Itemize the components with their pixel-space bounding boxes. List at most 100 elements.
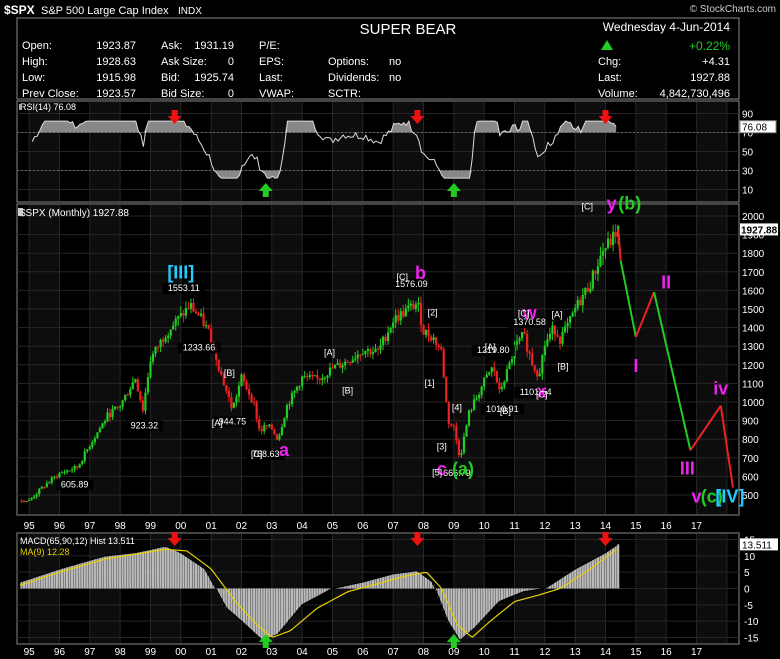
- macd-histogram-bar: [606, 550, 610, 589]
- macd-histogram-bar: [275, 588, 278, 635]
- macd-histogram-bar: [392, 573, 395, 589]
- macd-histogram-bar: [490, 588, 493, 610]
- macd-histogram-bar: [255, 588, 258, 636]
- candle-up: [290, 392, 294, 405]
- candle-up: [53, 476, 56, 478]
- macd-histogram-bar: [404, 572, 407, 589]
- candle-up: [356, 354, 359, 359]
- sub-wave-label: [B]: [224, 368, 235, 378]
- up-triangle-icon: [601, 40, 613, 50]
- quote-label: SCTR:: [328, 88, 361, 100]
- candle-up: [60, 472, 64, 474]
- candle-up: [189, 303, 193, 309]
- candle-up: [389, 327, 392, 333]
- candle-up: [146, 377, 150, 393]
- candle-down: [275, 434, 278, 440]
- candle-down: [116, 406, 119, 408]
- candle-up: [541, 355, 544, 374]
- price-extreme-bg: [125, 420, 164, 432]
- x-tick-label-bottom: 03: [266, 647, 278, 658]
- wave-label: a: [279, 440, 290, 460]
- x-tick-label: 02: [236, 521, 248, 532]
- price-extreme-label: 923.32: [131, 420, 159, 430]
- candle-down: [306, 376, 309, 378]
- candle-down: [553, 325, 557, 335]
- macd-tick-label: -10: [744, 617, 759, 628]
- macd-histogram-bar: [366, 580, 369, 589]
- macd-histogram-bar: [154, 548, 157, 589]
- macd-histogram-bar: [548, 585, 552, 589]
- macd-histogram-bar: [296, 588, 299, 611]
- candle-up: [581, 294, 584, 306]
- candle-down: [419, 302, 423, 325]
- macd-histogram-bar: [462, 588, 466, 638]
- macd-histogram-bar: [111, 555, 114, 589]
- candle-down: [255, 401, 258, 419]
- x-tick-label: 09: [448, 521, 460, 532]
- price-extreme-bg: [55, 479, 94, 491]
- macd-histogram-bar: [101, 556, 104, 589]
- candle-up: [58, 473, 61, 478]
- macd-histogram-bar: [513, 588, 516, 596]
- macd-histogram-bar: [414, 570, 418, 589]
- quote-value: 1927.88: [690, 72, 730, 84]
- macd-histogram-bar: [187, 557, 190, 589]
- x-tick-label-bottom: 97: [84, 647, 96, 658]
- price-tick-label: 1300: [742, 342, 765, 353]
- macd-histogram-bar: [551, 583, 554, 589]
- quote-value: 1923.87: [96, 40, 136, 52]
- candle-up: [308, 375, 311, 378]
- candle-up: [283, 418, 286, 428]
- candle-up: [569, 316, 572, 323]
- macd-histogram-bar: [285, 588, 289, 624]
- macd-histogram-bar: [563, 575, 567, 589]
- header: $SPX S&P 500 Large Cap Index INDX © Stoc…: [4, 3, 776, 100]
- candle-up: [465, 425, 468, 437]
- candle-up: [263, 425, 266, 432]
- x-tick-label: 07: [388, 521, 400, 532]
- candle-up: [576, 300, 579, 309]
- candle-up: [538, 373, 541, 377]
- candle-up: [518, 338, 521, 341]
- candle-up: [179, 313, 182, 317]
- candle-down: [258, 418, 261, 429]
- macd-histogram-bar: [526, 588, 529, 592]
- macd-histogram-bar: [508, 588, 511, 598]
- price-extreme-bg: [177, 342, 221, 354]
- macd-histogram-bar: [467, 588, 471, 633]
- candle-up: [480, 386, 483, 395]
- price-extreme-bg: [389, 278, 433, 290]
- symbol[interactable]: $SPX: [4, 3, 35, 17]
- macd-histogram-bar: [290, 588, 294, 618]
- candle-up: [510, 358, 514, 363]
- macd-histogram-bar: [465, 588, 468, 636]
- x-tick-label: 05: [327, 521, 339, 532]
- candle-down: [247, 389, 251, 395]
- price-extreme-label: 666.79: [443, 468, 471, 478]
- macd-histogram-bar: [503, 588, 506, 600]
- macd-tick-label: -5: [744, 601, 753, 612]
- candle-up: [417, 302, 420, 305]
- macd-histogram-bar: [258, 588, 261, 638]
- quote-label: Prev Close:: [22, 88, 79, 100]
- macd-histogram-bar: [359, 582, 362, 589]
- macd-histogram-bar: [457, 588, 460, 640]
- candle-up: [177, 316, 180, 319]
- x-tick-label: 16: [661, 521, 673, 532]
- wave-label: (b): [618, 193, 641, 213]
- macd-histogram-bar: [407, 571, 410, 589]
- candle-down: [245, 381, 248, 390]
- candle-down: [523, 332, 526, 334]
- x-tick-label-bottom: 17: [691, 647, 703, 658]
- macd-histogram-bar: [146, 549, 150, 589]
- candle-down: [586, 287, 589, 292]
- candle-down: [250, 394, 253, 402]
- macd-histogram-bar: [212, 584, 215, 589]
- macd-histogram-bar: [73, 564, 76, 589]
- macd-histogram-bar: [561, 577, 564, 589]
- candle-up: [278, 435, 281, 440]
- rsi-legend: RSI(14) 76.08: [20, 102, 76, 112]
- sub-wave-label: [5]: [432, 467, 442, 477]
- candle-up: [131, 382, 134, 390]
- macd-histogram-bar: [124, 553, 127, 589]
